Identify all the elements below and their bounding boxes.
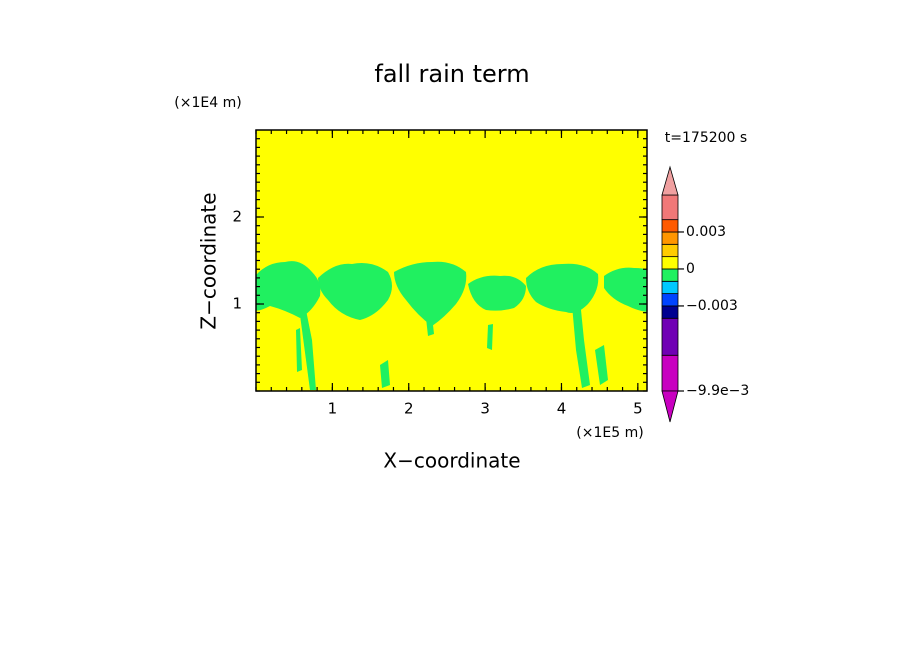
colorbar-segment xyxy=(661,268,679,282)
colorbar-tick-label: −0.003 xyxy=(686,298,738,314)
colorbar-segment xyxy=(661,280,679,295)
chart-title: fall rain term xyxy=(374,60,529,88)
y-tick-label: 2 xyxy=(232,208,242,226)
x-tick-label: 4 xyxy=(557,400,567,418)
time-annotation: t=175200 s xyxy=(665,130,747,146)
colorbar-segment xyxy=(661,317,679,356)
x-tick-label: 2 xyxy=(404,400,414,418)
colorbar-segment xyxy=(661,194,679,221)
field xyxy=(256,130,647,391)
y-tick-label: 1 xyxy=(232,295,242,313)
colorbar-segment xyxy=(661,354,679,392)
colorbar-segment xyxy=(661,293,679,307)
cloud-region xyxy=(256,261,647,390)
x-unit: (×1E5 m) xyxy=(576,425,643,441)
colorbar-tick-label: 0.003 xyxy=(686,224,726,240)
x-axis-label: X−coordinate xyxy=(383,449,520,473)
colorbar-segment xyxy=(661,231,679,245)
colorbar-over xyxy=(661,165,679,196)
y-unit: (×1E4 m) xyxy=(174,95,241,111)
colorbar-under xyxy=(661,390,679,423)
y-axis-label: Z−coordinate xyxy=(197,192,221,329)
x-tick-label: 3 xyxy=(480,400,490,418)
field-background xyxy=(256,130,647,391)
colorbar-segment xyxy=(661,256,679,270)
colorbar-tick-label: 0 xyxy=(686,261,695,277)
colorbar-segment xyxy=(661,219,679,233)
x-tick-label: 1 xyxy=(328,400,338,418)
x-tick-label: 5 xyxy=(633,400,643,418)
colorbar-segment xyxy=(661,243,679,258)
colorbar-tick-label: −9.9e−3 xyxy=(686,383,749,399)
colorbar: −9.9e−3 −0.003 0 0.003 xyxy=(661,165,749,423)
colorbar-segment xyxy=(661,305,679,319)
